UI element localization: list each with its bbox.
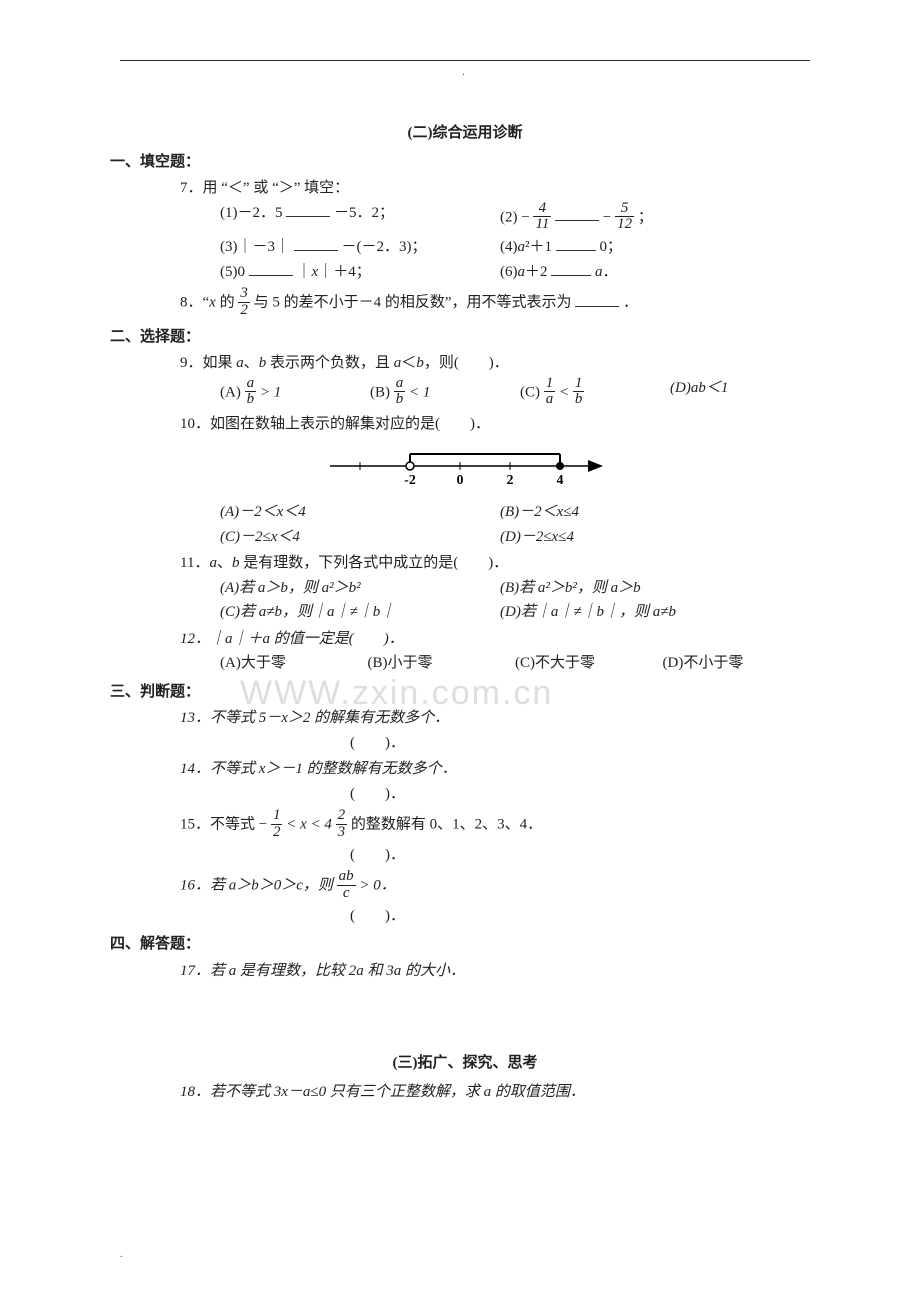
q7-1a: (1)－2．5 — [220, 205, 283, 221]
q7-row3: (5)0 ｜x｜＋4； (6)a＋2 a． — [220, 261, 810, 284]
blank — [294, 237, 338, 251]
footer-dot: . — [120, 1247, 123, 1262]
q8-frac: 32 — [238, 286, 250, 319]
q14: 14．不等式 x＞－1 的整数解有无数多个． — [180, 758, 810, 781]
q7-4c: 0； — [600, 239, 623, 255]
header-dot: . — [120, 65, 810, 80]
q15-paren: ( )． — [350, 844, 810, 867]
blank — [556, 237, 596, 251]
q13-paren: ( )． — [350, 732, 810, 755]
q17: 17．若 a 是有理数，比较 2a 和 3a 的大小． — [180, 960, 810, 983]
title-section-3: (三)拓广、探究、思考 — [120, 1052, 810, 1075]
blank — [555, 207, 599, 221]
blank — [575, 293, 619, 307]
q7-row1: (1)－2．5 －5．2； (2) − 411 − 512 ； — [220, 202, 810, 235]
q7-2-frac2: 512 — [615, 201, 634, 234]
title-section-2: (二)综合运用诊断 — [120, 122, 810, 145]
q7-5a: (5)0 — [220, 264, 245, 280]
q9-options: (A) ab > 1 (B) ab < 1 (C) 1a < 1b (D)ab＜… — [220, 377, 810, 410]
q13: 13．不等式 5－x＞2 的解集有无数多个． — [180, 707, 810, 730]
q11-stem: 11．a、b 是有理数，下列各式中成立的是( )． — [180, 552, 810, 575]
q16: 16．若 a＞b＞0＞c，则 abc > 0． — [180, 870, 810, 903]
q7-3b: －(－2．3)； — [342, 239, 427, 255]
svg-text:-2: -2 — [404, 473, 416, 488]
q10-stem: 10．如图在数轴上表示的解集对应的是( )． — [180, 413, 810, 436]
q12-opts: (A)大于零(B)小于零(C)不大于零(D)不小于零 — [220, 652, 810, 675]
q14-paren: ( )． — [350, 783, 810, 806]
q7-2-frac1: 411 — [533, 201, 551, 234]
q7-6a: (6) — [500, 264, 518, 280]
q7-4a: (4) — [500, 239, 518, 255]
section-4-heading: 四、解答题： — [110, 933, 810, 956]
q10-opts-1: (A)－2＜x＜4(B)－2＜x≤4 — [220, 501, 810, 524]
blank — [551, 262, 591, 276]
q16-paren: ( )． — [350, 905, 810, 928]
q7-2-tail: ； — [638, 209, 653, 225]
q11-opts-2: (C)若 a≠b，则｜a｜≠｜b｜(D)若｜a｜≠｜b｜，则 a≠b — [220, 601, 810, 624]
svg-text:4: 4 — [557, 473, 564, 488]
top-rule — [120, 60, 810, 61]
q7-3a: (3)｜－3｜ — [220, 239, 290, 255]
q7-stem: 7．用 “＜” 或 “＞” 填空： — [180, 177, 810, 200]
svg-text:0: 0 — [457, 473, 464, 488]
blank — [286, 203, 330, 217]
blank — [249, 262, 293, 276]
q9-stem: 9．如果 a、b 表示两个负数，且 a＜b，则( )． — [180, 352, 810, 375]
q11-opts-1: (A)若 a＞b，则 a²＞b²(B)若 a²＞b²，则 a＞b — [220, 577, 810, 600]
q7-row2: (3)｜－3｜ －(－2．3)； (4)a²＋1 0； — [220, 236, 810, 259]
q8: 8．“x 的 32 与 5 的差不小于－4 的相反数”，用不等式表示为 ． — [180, 287, 810, 320]
q15: 15．不等式 − 12 < x < 4 23 的整数解有 0、1、2、3、4． — [180, 809, 810, 842]
q12-stem: 12．｜a｜＋a 的值一定是( )． — [180, 628, 810, 651]
section-3-heading: 三、判断题： — [110, 681, 810, 704]
q7-2a: (2) — [500, 209, 518, 225]
q7-1b: －5．2； — [334, 205, 394, 221]
section-1-heading: 一、填空题： — [110, 151, 810, 174]
svg-text:2: 2 — [507, 473, 514, 488]
number-line: -2 0 2 4 — [320, 446, 620, 492]
q18: 18．若不等式 3x－a≤0 只有三个正整数解，求 a 的取值范围． — [180, 1081, 810, 1104]
q10-opts-2: (C)－2≤x＜4(D)－2≤x≤4 — [220, 526, 810, 549]
section-2-heading: 二、选择题： — [110, 326, 810, 349]
